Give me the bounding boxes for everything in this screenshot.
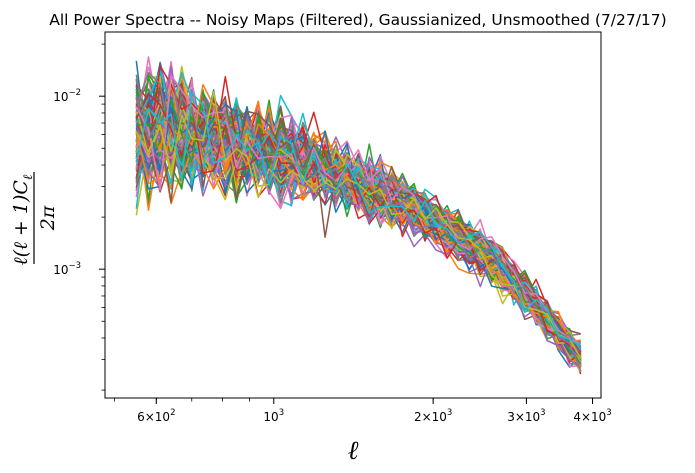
x-axis: 6×102 103 2×103 3×103 4×103: [113, 398, 612, 424]
y-tick-label: 10−3: [53, 261, 81, 277]
plot-frame: [104, 31, 602, 399]
x-tick-label: 4×103: [573, 408, 611, 424]
spectrum-line: [135, 76, 582, 353]
x-tick-label: 2×103: [414, 408, 452, 424]
y-axis-label-denominator: 2π: [37, 205, 59, 231]
chart-title: All Power Spectra -- Noisy Maps (Filtere…: [49, 11, 666, 29]
y-axis: 10−2 10−3: [53, 43, 105, 391]
x-axis-label: ℓ: [348, 436, 359, 466]
plot-area: [104, 31, 602, 399]
y-axis-label: ℓ(ℓ + 1)Cℓ 2π: [10, 172, 59, 265]
x-tick-label: 103: [263, 408, 284, 424]
spectrum-line: [135, 105, 582, 363]
series-group: [135, 56, 582, 375]
spectrum-line: [135, 74, 582, 361]
spectrum-line: [135, 91, 582, 347]
y-tick-label: 10−2: [53, 88, 81, 104]
spectrum-line: [135, 96, 582, 372]
x-tick-label: 3×103: [507, 408, 545, 424]
x-tick-label: 6×102: [137, 408, 175, 424]
y-axis-label-numerator: ℓ(ℓ + 1)Cℓ: [10, 174, 36, 265]
spectrum-line: [135, 74, 582, 346]
